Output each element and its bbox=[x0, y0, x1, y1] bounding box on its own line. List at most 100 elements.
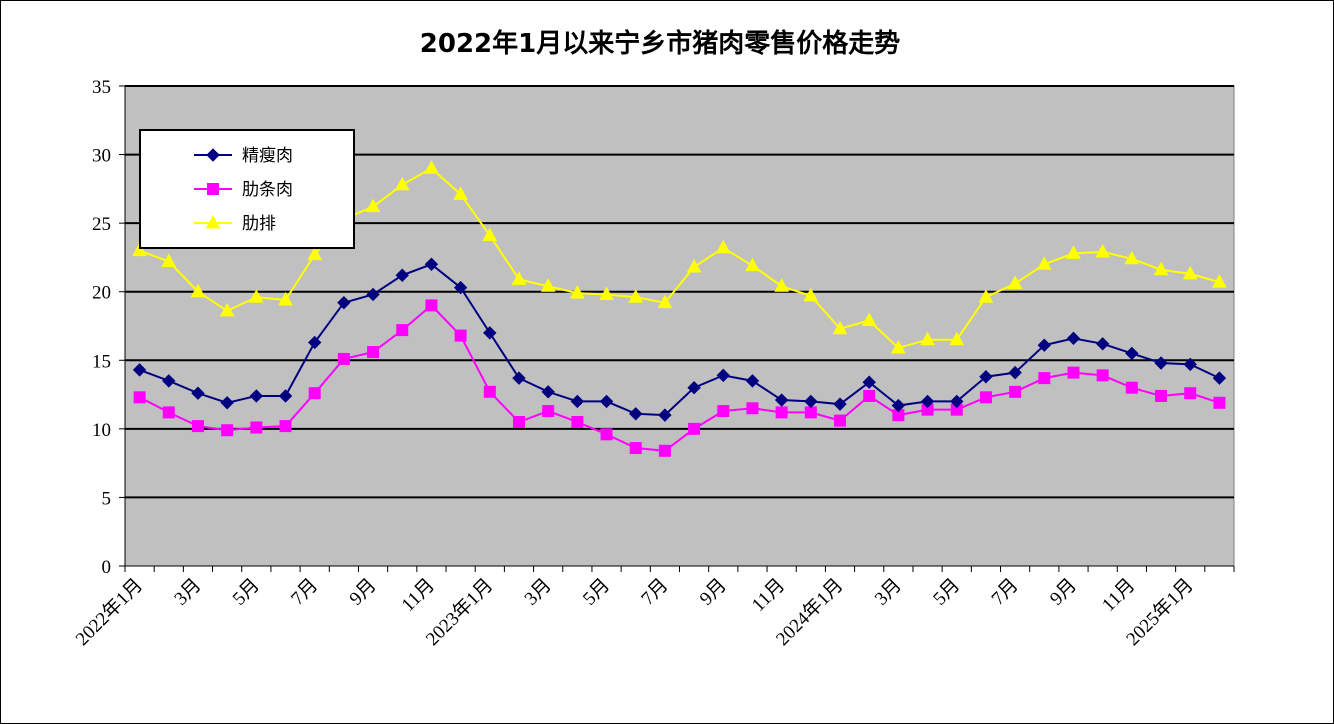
data-point bbox=[190, 283, 206, 298]
data-point bbox=[920, 394, 935, 409]
data-point bbox=[1182, 265, 1198, 280]
data-point bbox=[1125, 381, 1138, 394]
data-point bbox=[1155, 389, 1168, 402]
data-point bbox=[571, 416, 584, 428]
data-point bbox=[804, 394, 818, 409]
legend-marker bbox=[206, 148, 220, 162]
data-point bbox=[775, 406, 788, 419]
data-point bbox=[891, 398, 906, 413]
data-point bbox=[599, 394, 614, 409]
data-point bbox=[191, 420, 204, 433]
data-point bbox=[132, 363, 147, 377]
data-point bbox=[279, 420, 292, 433]
data-point bbox=[1212, 371, 1227, 385]
y-tick-label: 5 bbox=[102, 488, 112, 509]
data-point bbox=[628, 289, 644, 303]
x-tick-label: 5月 bbox=[929, 575, 964, 610]
data-point bbox=[804, 406, 817, 419]
x-tick-label: 2022年1月 bbox=[71, 574, 147, 650]
data-point bbox=[1213, 396, 1226, 409]
x-tick-label: 3月 bbox=[521, 575, 556, 610]
data-point bbox=[1037, 338, 1052, 352]
data-point bbox=[861, 312, 877, 327]
data-point bbox=[745, 374, 760, 388]
data-point bbox=[366, 287, 380, 302]
x-tick-label: 5月 bbox=[579, 575, 614, 610]
data-point bbox=[686, 258, 702, 273]
data-point bbox=[454, 329, 467, 342]
data-point bbox=[1009, 385, 1022, 398]
data-point bbox=[979, 370, 993, 384]
data-point bbox=[1125, 346, 1139, 361]
data-point bbox=[1036, 256, 1052, 270]
x-tick-label: 3月 bbox=[871, 575, 906, 610]
y-tick-label: 15 bbox=[92, 351, 111, 372]
data-point bbox=[482, 227, 498, 241]
series-1 bbox=[132, 257, 1227, 422]
data-point bbox=[803, 287, 819, 302]
data-point bbox=[512, 371, 526, 385]
y-tick-label: 25 bbox=[92, 214, 111, 235]
data-point bbox=[542, 405, 555, 418]
data-point bbox=[133, 391, 146, 404]
data-point bbox=[483, 385, 496, 398]
x-tick-label: 3月 bbox=[170, 575, 205, 610]
data-point bbox=[950, 394, 964, 409]
data-point bbox=[833, 397, 847, 411]
data-point bbox=[249, 389, 264, 403]
y-tick-label: 10 bbox=[92, 420, 111, 441]
data-point bbox=[307, 246, 323, 261]
data-point bbox=[511, 271, 527, 285]
data-point bbox=[337, 295, 351, 310]
legend-box bbox=[139, 129, 355, 249]
data-point bbox=[221, 424, 234, 437]
data-point bbox=[1096, 369, 1109, 382]
data-point bbox=[1153, 261, 1169, 276]
legend-label: 肋条肉 bbox=[242, 180, 293, 200]
data-point bbox=[424, 160, 439, 174]
data-point bbox=[337, 352, 350, 365]
data-point bbox=[191, 386, 205, 400]
data-point bbox=[1095, 337, 1110, 351]
data-point bbox=[453, 280, 468, 295]
data-point bbox=[658, 444, 671, 457]
data-point bbox=[657, 294, 673, 309]
x-tick-label: 9月 bbox=[346, 575, 381, 610]
data-point bbox=[1038, 372, 1051, 385]
data-point bbox=[161, 253, 177, 268]
y-tick-label: 35 bbox=[92, 77, 111, 98]
data-point bbox=[307, 335, 322, 350]
legend-marker bbox=[205, 214, 221, 229]
x-tick-label: 9月 bbox=[696, 575, 731, 610]
series-line bbox=[139, 263, 1220, 417]
data-point bbox=[162, 406, 175, 419]
data-point bbox=[978, 289, 994, 303]
data-point bbox=[687, 381, 701, 395]
data-point bbox=[308, 387, 321, 400]
x-tick-label: 11月 bbox=[748, 575, 789, 616]
data-point bbox=[1184, 387, 1197, 400]
data-point bbox=[920, 331, 935, 346]
x-tick-label: 7月 bbox=[988, 575, 1023, 610]
data-point bbox=[862, 375, 876, 389]
data-point bbox=[600, 428, 613, 441]
data-point bbox=[540, 278, 556, 292]
data-point bbox=[1007, 275, 1023, 289]
data-point bbox=[1008, 365, 1022, 380]
data-point bbox=[599, 286, 614, 300]
data-point bbox=[949, 331, 965, 346]
y-axis-ticks: 0 5 10 15 20 25 30 35 bbox=[92, 77, 125, 578]
data-point bbox=[746, 402, 759, 415]
data-point bbox=[248, 289, 264, 303]
data-point bbox=[365, 198, 381, 213]
x-tick-label: 11月 bbox=[1098, 575, 1139, 616]
data-point bbox=[219, 302, 235, 317]
y-tick-label: 0 bbox=[102, 557, 112, 578]
y-tick-label: 30 bbox=[92, 146, 111, 167]
series-2 bbox=[133, 299, 1226, 457]
data-point bbox=[629, 407, 643, 421]
data-point bbox=[774, 278, 789, 292]
x-tick-label: 11月 bbox=[398, 575, 439, 616]
